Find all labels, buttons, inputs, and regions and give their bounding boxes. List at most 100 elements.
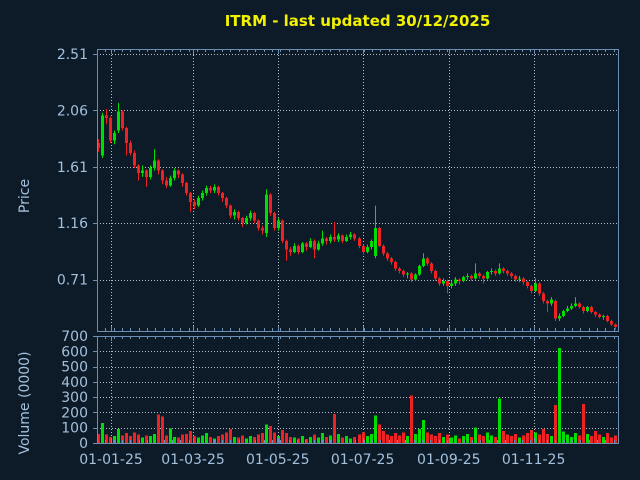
candle-down — [313, 240, 316, 250]
candle-down — [398, 268, 401, 271]
candle-down — [125, 127, 128, 143]
candle-down — [506, 270, 509, 274]
volume-bar — [466, 433, 469, 443]
price-tick-label: 2.51 — [57, 47, 88, 63]
candle-down — [502, 268, 505, 271]
candle-up — [602, 315, 605, 318]
candle-up — [169, 178, 172, 186]
volume-bar — [502, 430, 505, 443]
candle-down — [594, 312, 597, 315]
volume-bar — [586, 433, 589, 443]
candle-down — [386, 253, 389, 259]
volume-bar — [446, 434, 449, 443]
candle-up — [117, 111, 120, 131]
volume-bar — [454, 435, 457, 443]
volume-bar — [341, 437, 344, 443]
volume-bar — [293, 437, 296, 443]
candle-up — [101, 115, 104, 156]
candle-down — [161, 170, 164, 181]
candle-down — [606, 315, 609, 321]
candle-up — [454, 279, 457, 284]
volume-bar — [390, 436, 393, 443]
candle-down — [494, 270, 497, 274]
volume-bar — [317, 437, 320, 443]
volume-bar — [406, 436, 409, 443]
volume-bar — [438, 433, 441, 443]
candle-down — [522, 278, 525, 283]
candle-down — [582, 307, 585, 311]
volume-tick-label: 0 — [79, 436, 88, 452]
candle-down — [261, 228, 264, 231]
candle-up — [414, 274, 417, 280]
candle-down — [109, 117, 112, 141]
volume-bar — [257, 434, 260, 443]
volume-bar — [117, 429, 120, 443]
candle-up — [558, 315, 561, 319]
volume-bar — [225, 432, 228, 443]
volume-bar — [518, 437, 521, 443]
volume-bar — [614, 435, 617, 443]
volume-bar — [145, 435, 148, 443]
volume-bar — [558, 348, 561, 443]
volume-bar — [422, 420, 425, 443]
candle-down — [285, 240, 288, 250]
candle-up — [153, 160, 156, 169]
x-tick-label: 01-07-25 — [331, 452, 395, 468]
volume-bar — [526, 433, 529, 443]
volume-bar — [169, 428, 172, 443]
candle-up — [249, 213, 252, 219]
volume-bar — [237, 437, 240, 443]
candle-down — [129, 143, 132, 154]
candle-up — [197, 198, 200, 206]
volume-bar — [550, 436, 553, 443]
volume-bar — [562, 431, 565, 443]
volume-bar — [205, 433, 208, 443]
volume-bar — [161, 416, 164, 443]
candle-up — [498, 268, 501, 274]
candle-down — [177, 170, 180, 175]
price-tick-label: 2.06 — [57, 103, 88, 119]
volume-bar — [554, 404, 557, 443]
volume-bar — [109, 436, 112, 443]
volume-tick-label: 100 — [61, 421, 88, 437]
volume-bar — [265, 424, 268, 443]
volume-bar — [506, 434, 509, 443]
candle-down — [273, 213, 276, 229]
volume-bar — [394, 433, 397, 443]
volume-bar — [594, 430, 597, 443]
x-tick-label: 01-11-25 — [502, 452, 566, 468]
candle-up — [486, 272, 489, 279]
volume-bar — [353, 436, 356, 443]
volume-tick-label: 400 — [61, 375, 88, 391]
volume-bar — [590, 436, 593, 443]
price-plot-frame — [97, 49, 619, 332]
candle-up — [422, 258, 425, 266]
candle-down — [382, 245, 385, 254]
candle-down — [97, 143, 100, 149]
candle-up — [345, 237, 348, 241]
volume-tick-label: 200 — [61, 405, 88, 421]
candle-down — [165, 180, 168, 186]
candle-down — [362, 245, 365, 253]
volume-bar — [241, 435, 244, 443]
volume-bar — [101, 423, 104, 443]
volume-bar — [113, 436, 116, 443]
volume-bar — [245, 438, 248, 443]
candle-up — [309, 240, 312, 248]
volume-bar — [297, 438, 300, 443]
volume-bar — [470, 436, 473, 443]
volume-bar — [285, 433, 288, 443]
candle-down — [514, 275, 517, 280]
volume-bar — [217, 436, 220, 443]
volume-bar — [490, 435, 493, 443]
candle-down — [257, 220, 260, 229]
volume-bar — [398, 435, 401, 443]
volume-bar — [442, 436, 445, 443]
volume-bar — [173, 436, 176, 443]
candle-down — [221, 193, 224, 199]
volume-bar — [333, 413, 336, 443]
candle-down — [333, 237, 336, 240]
volume-bar — [289, 436, 292, 443]
candle-up — [562, 310, 565, 316]
candle-up — [406, 273, 409, 275]
